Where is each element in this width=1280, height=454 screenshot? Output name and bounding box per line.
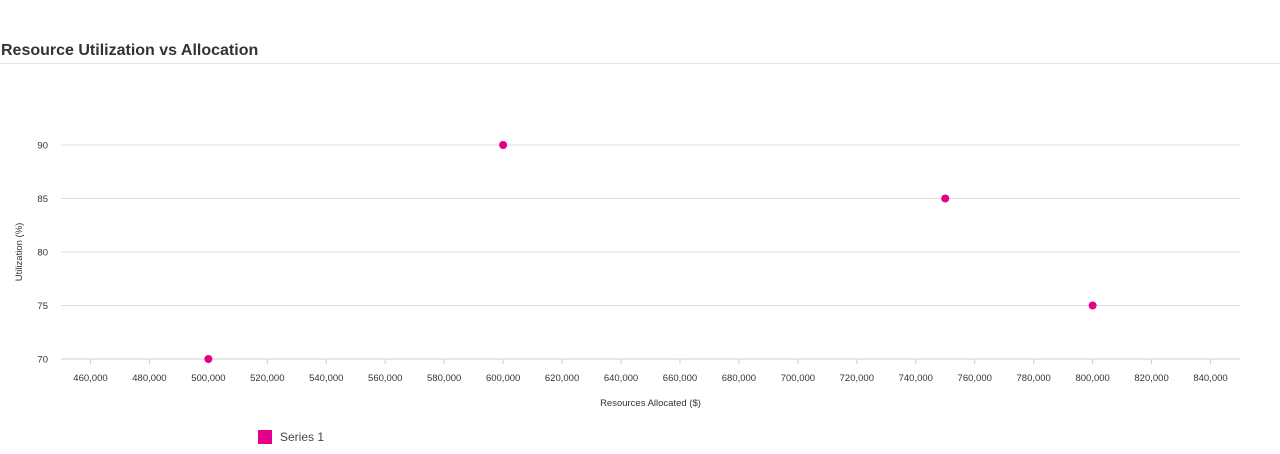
y-tick-label: 80 <box>37 248 48 259</box>
chart-title: Resource Utilization vs Allocation <box>1 42 259 59</box>
x-tick-label: 460,000 <box>73 373 107 384</box>
x-tick-label: 520,000 <box>250 373 284 384</box>
title-divider <box>0 63 1280 64</box>
y-tick-label: 75 <box>37 301 48 312</box>
x-tick-label: 760,000 <box>958 373 992 384</box>
legend-label[interactable]: Series 1 <box>280 430 325 444</box>
legend-swatch[interactable] <box>258 430 272 444</box>
y-axis-title: Utilization (%) <box>14 223 25 282</box>
x-tick-label: 560,000 <box>368 373 402 384</box>
data-point <box>499 141 508 149</box>
x-tick-label: 580,000 <box>427 373 461 384</box>
x-tick-label: 680,000 <box>722 373 756 384</box>
x-tick-label: 540,000 <box>309 373 343 384</box>
data-point <box>941 194 950 203</box>
x-tick-label: 600,000 <box>486 373 520 384</box>
x-tick-label: 840,000 <box>1193 373 1227 384</box>
x-tick-label: 720,000 <box>840 373 874 384</box>
y-tick-label: 70 <box>37 355 48 366</box>
x-tick-label: 620,000 <box>545 373 579 384</box>
x-axis-title: Resources Allocated ($) <box>600 398 701 409</box>
x-tick-label: 780,000 <box>1017 373 1051 384</box>
x-tick-label: 480,000 <box>132 373 166 384</box>
data-point <box>1088 301 1097 310</box>
data-point <box>204 355 213 363</box>
y-tick-label: 85 <box>37 194 48 205</box>
x-tick-label: 740,000 <box>899 373 933 384</box>
x-tick-label: 820,000 <box>1134 373 1168 384</box>
y-tick-label: 90 <box>37 141 48 152</box>
x-tick-label: 640,000 <box>604 373 638 384</box>
x-tick-label: 700,000 <box>781 373 815 384</box>
legend: Series 1 <box>258 430 324 444</box>
x-tick-label: 660,000 <box>663 373 697 384</box>
x-tick-label: 500,000 <box>191 373 225 384</box>
x-tick-label: 800,000 <box>1075 373 1109 384</box>
